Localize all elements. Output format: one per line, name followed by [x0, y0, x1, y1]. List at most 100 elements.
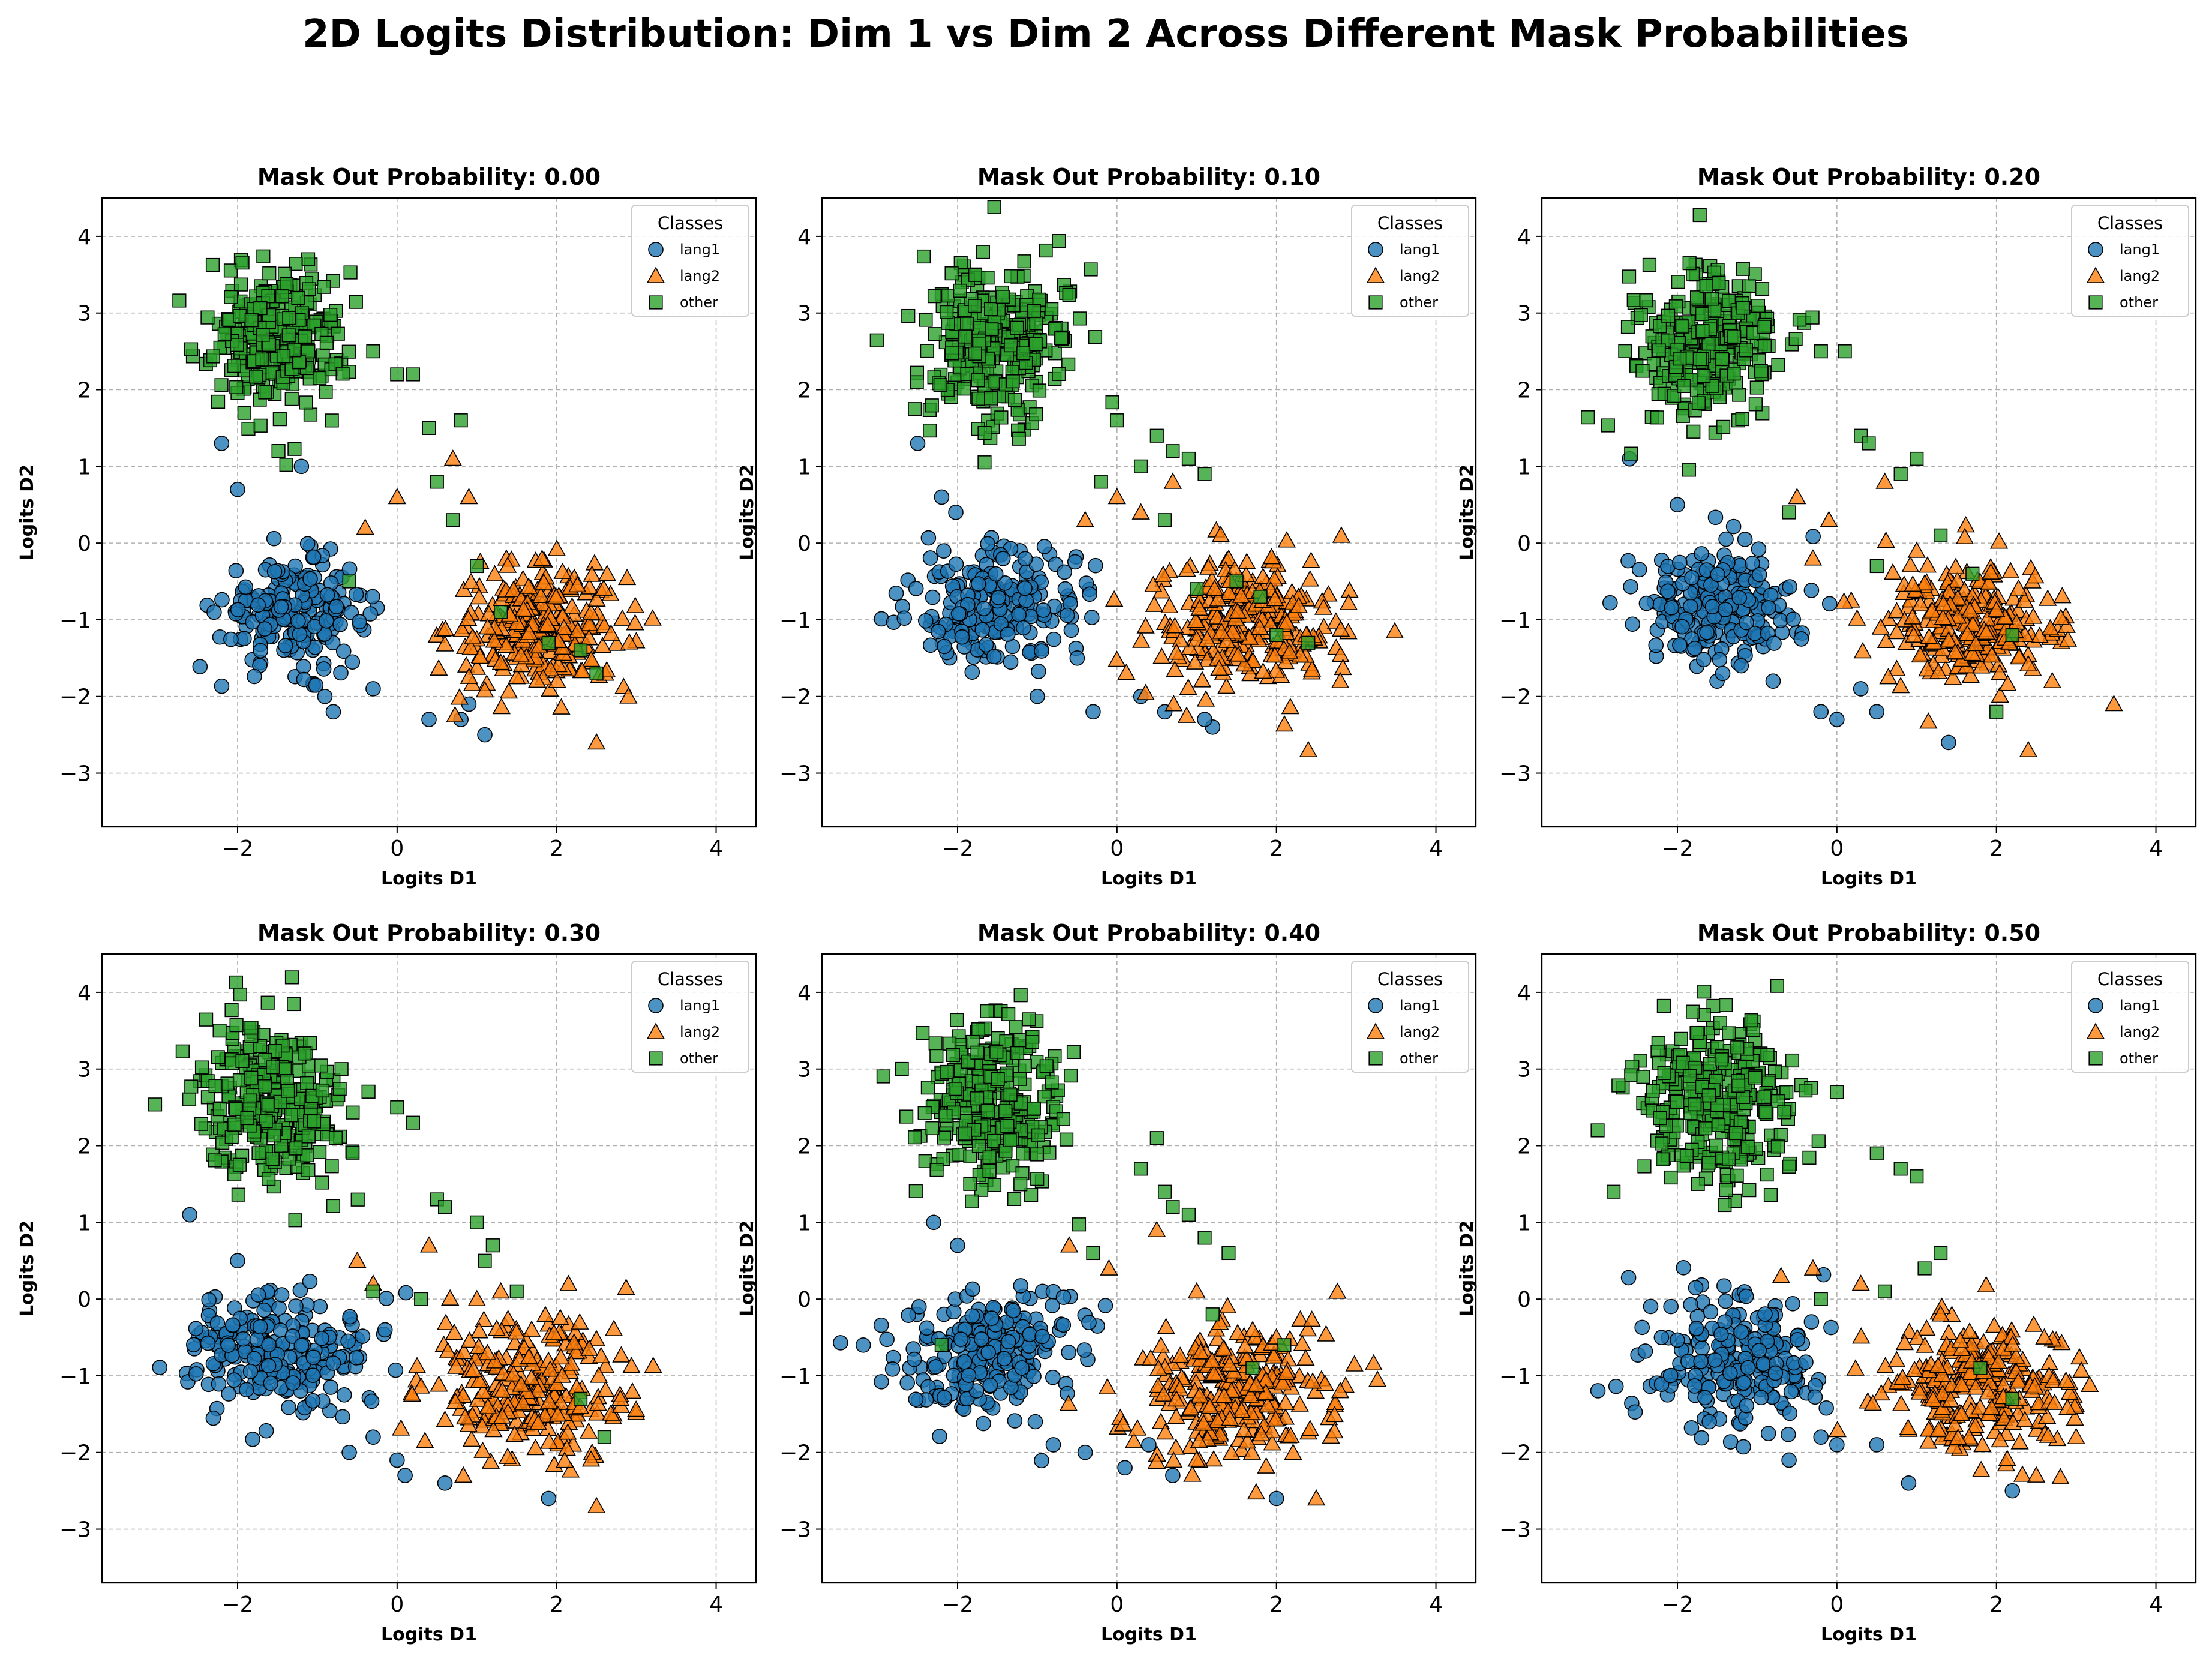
point-other	[208, 1079, 223, 1093]
point-lang1	[1085, 704, 1101, 720]
point-lang1	[984, 1310, 1000, 1326]
point-lang1	[211, 1376, 227, 1392]
point-lang2	[522, 1320, 541, 1337]
point-other	[1715, 352, 1729, 367]
point-lang2	[1334, 658, 1352, 676]
point-other	[1611, 1078, 1626, 1093]
point-other	[1653, 319, 1667, 334]
point-lang2	[626, 596, 644, 613]
point-other	[1013, 1096, 1028, 1111]
point-lang1	[1643, 1298, 1659, 1315]
point-other	[1149, 428, 1164, 443]
point-other	[1713, 1016, 1727, 1030]
point-lang2	[1899, 1418, 1917, 1435]
point-lang1	[1067, 554, 1083, 570]
point-other	[1642, 257, 1657, 272]
point-lang1	[1648, 637, 1664, 653]
point-lang1	[1725, 518, 1742, 535]
legend-label-lang2: lang2	[1400, 1024, 1440, 1040]
point-lang2	[557, 1439, 576, 1456]
point-lang2	[2003, 1335, 2022, 1352]
point-other	[1830, 1085, 1844, 1099]
legend-marker-lang2	[2086, 1022, 2105, 1039]
point-lang1	[221, 1386, 236, 1402]
point-lang1	[220, 1337, 236, 1353]
point-other	[965, 1194, 979, 1208]
point-lang1	[348, 586, 364, 602]
point-other	[279, 277, 294, 291]
point-other	[1727, 367, 1741, 381]
point-other	[1013, 988, 1028, 1003]
x-axis-label: Logits D1	[1821, 868, 1917, 889]
point-lang2	[1124, 1432, 1143, 1448]
point-other	[1744, 1013, 1758, 1028]
point-lang1	[1076, 1342, 1093, 1358]
point-lang2	[1952, 1375, 1971, 1392]
y-tick-label: −2	[1499, 685, 1531, 710]
point-other	[945, 346, 959, 361]
point-other	[313, 1145, 327, 1159]
point-lang2	[1331, 671, 1350, 689]
point-other	[919, 313, 933, 327]
point-other	[342, 574, 356, 589]
point-lang2	[1136, 617, 1155, 634]
point-lang2	[529, 1381, 547, 1398]
point-lang2	[617, 1278, 635, 1295]
point-other	[182, 1092, 196, 1106]
point-lang1	[1057, 564, 1072, 580]
point-lang2	[2027, 1466, 2046, 1483]
point-lang1	[1733, 1324, 1749, 1340]
point-lang2	[1917, 1319, 1936, 1336]
point-other	[1624, 1068, 1638, 1082]
point-lang1	[1739, 614, 1754, 631]
point-other	[1016, 346, 1031, 361]
point-lang1	[365, 589, 380, 605]
point-lang2	[563, 597, 581, 614]
point-other	[244, 313, 259, 328]
point-lang2	[2001, 562, 2020, 578]
point-lang2	[469, 1390, 487, 1407]
point-lang1	[1268, 1490, 1284, 1507]
point-lang2	[2072, 1361, 2091, 1378]
point-other	[1635, 364, 1650, 378]
point-other	[332, 1082, 347, 1096]
point-lang2	[1291, 1310, 1310, 1327]
point-other	[1676, 409, 1690, 423]
point-lang2	[2058, 1398, 2077, 1415]
point-lang2	[1238, 1432, 1257, 1449]
point-lang2	[1107, 650, 1126, 667]
point-lang1	[230, 481, 245, 497]
point-other	[1013, 1033, 1028, 1048]
point-lang2	[1887, 659, 1906, 676]
point-lang2	[470, 647, 490, 664]
point-lang1	[1005, 1303, 1021, 1319]
point-other	[1073, 311, 1087, 326]
point-lang1	[948, 505, 964, 520]
point-lang2	[1302, 551, 1320, 568]
point-lang1	[1141, 1437, 1157, 1453]
point-other	[323, 308, 338, 322]
point-other	[958, 1126, 973, 1141]
y-tick-label: 2	[1517, 1135, 1531, 1159]
point-other	[148, 1097, 163, 1112]
point-other	[256, 328, 270, 342]
point-lang2	[1220, 1355, 1239, 1372]
panel-title: Mask Out Probability: 0.30	[257, 920, 601, 946]
point-other	[1692, 208, 1707, 223]
point-other	[1016, 1147, 1030, 1161]
legend-title: Classes	[2097, 213, 2163, 233]
legend-box	[1351, 205, 1469, 317]
point-other	[1893, 1162, 1908, 1176]
point-lang2	[1955, 581, 1974, 598]
point-lang1	[1807, 1389, 1823, 1405]
point-lang2	[388, 487, 406, 505]
point-lang1	[1818, 1400, 1834, 1416]
point-other	[1735, 412, 1749, 427]
point-lang1	[1813, 1429, 1829, 1445]
point-lang2	[469, 1337, 488, 1354]
point-lang2	[1982, 1399, 2001, 1415]
point-other	[944, 266, 959, 281]
point-other	[963, 1149, 977, 1163]
point-other	[1716, 419, 1731, 434]
axes-frame	[1541, 197, 2197, 828]
